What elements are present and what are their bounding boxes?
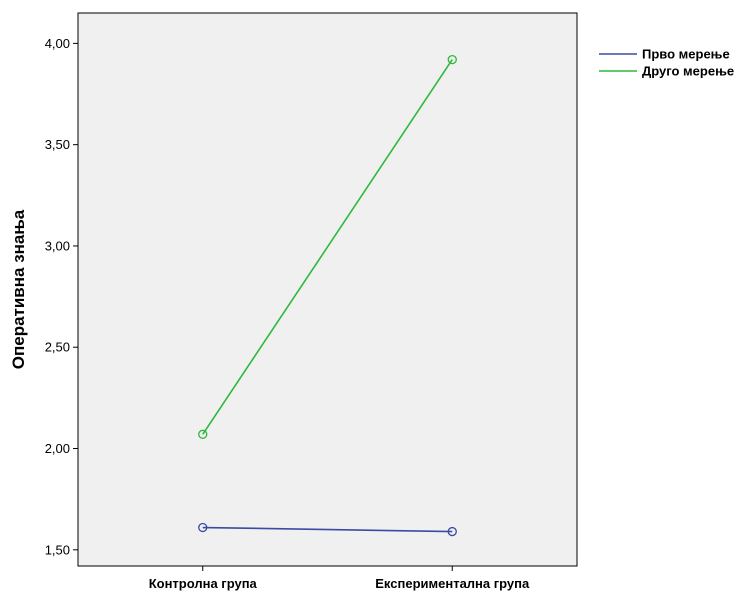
- y-axis: 1,50 2,00 2,50 3,00 3,50 4,00: [45, 36, 78, 557]
- legend-label: Прво мерење: [642, 47, 730, 62]
- data-point: [198, 522, 208, 533]
- x-tick-label: Контролна група: [149, 576, 258, 591]
- series-line: [202, 59, 453, 435]
- legend: Прво мерење Друго мерење: [599, 47, 734, 79]
- y-tick-label: 4,00: [45, 36, 70, 51]
- x-axis: Контролна група Експериментална група: [149, 566, 530, 591]
- data-point: [198, 429, 208, 439]
- x-tick-label: Експериментална група: [375, 576, 530, 591]
- series-group: [198, 54, 457, 439]
- legend-item: Друго мерење: [599, 64, 734, 79]
- y-tick-label: 1,50: [45, 542, 70, 557]
- series-line: [202, 526, 453, 533]
- y-tick-label: 3,50: [45, 137, 70, 152]
- series-layer: [198, 54, 457, 537]
- y-axis-title: Оперативна знања: [9, 209, 28, 369]
- y-tick-label: 2,50: [45, 340, 70, 355]
- series-group: [198, 522, 457, 537]
- plot-area: [77, 12, 578, 567]
- legend-label: Друго мерење: [642, 64, 734, 79]
- data-point: [447, 54, 457, 65]
- y-tick-label: 2,00: [45, 441, 70, 456]
- data-point: [447, 526, 457, 537]
- y-tick-label: 3,00: [45, 238, 70, 253]
- legend-item: Прво мерење: [599, 47, 730, 62]
